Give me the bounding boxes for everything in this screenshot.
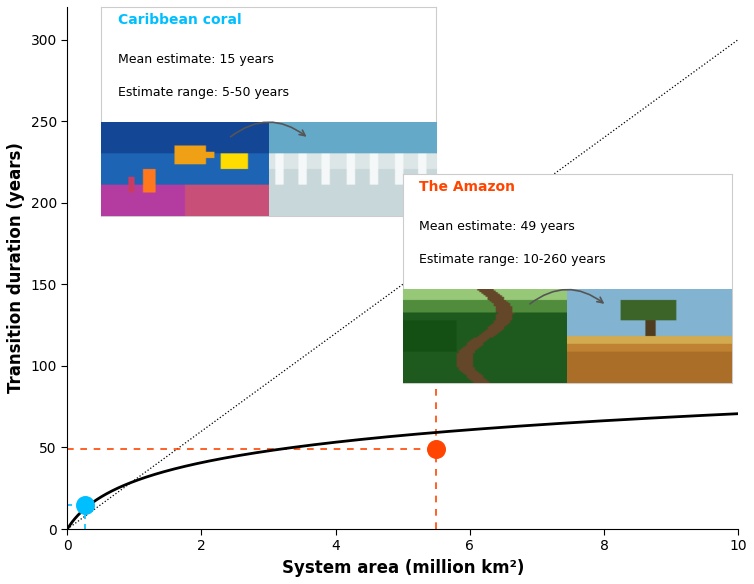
X-axis label: System area (million km²): System area (million km²) — [281, 559, 524, 577]
Point — [431, 444, 443, 454]
Point — [78, 500, 90, 509]
Y-axis label: Transition duration (years): Transition duration (years) — [7, 142, 25, 394]
